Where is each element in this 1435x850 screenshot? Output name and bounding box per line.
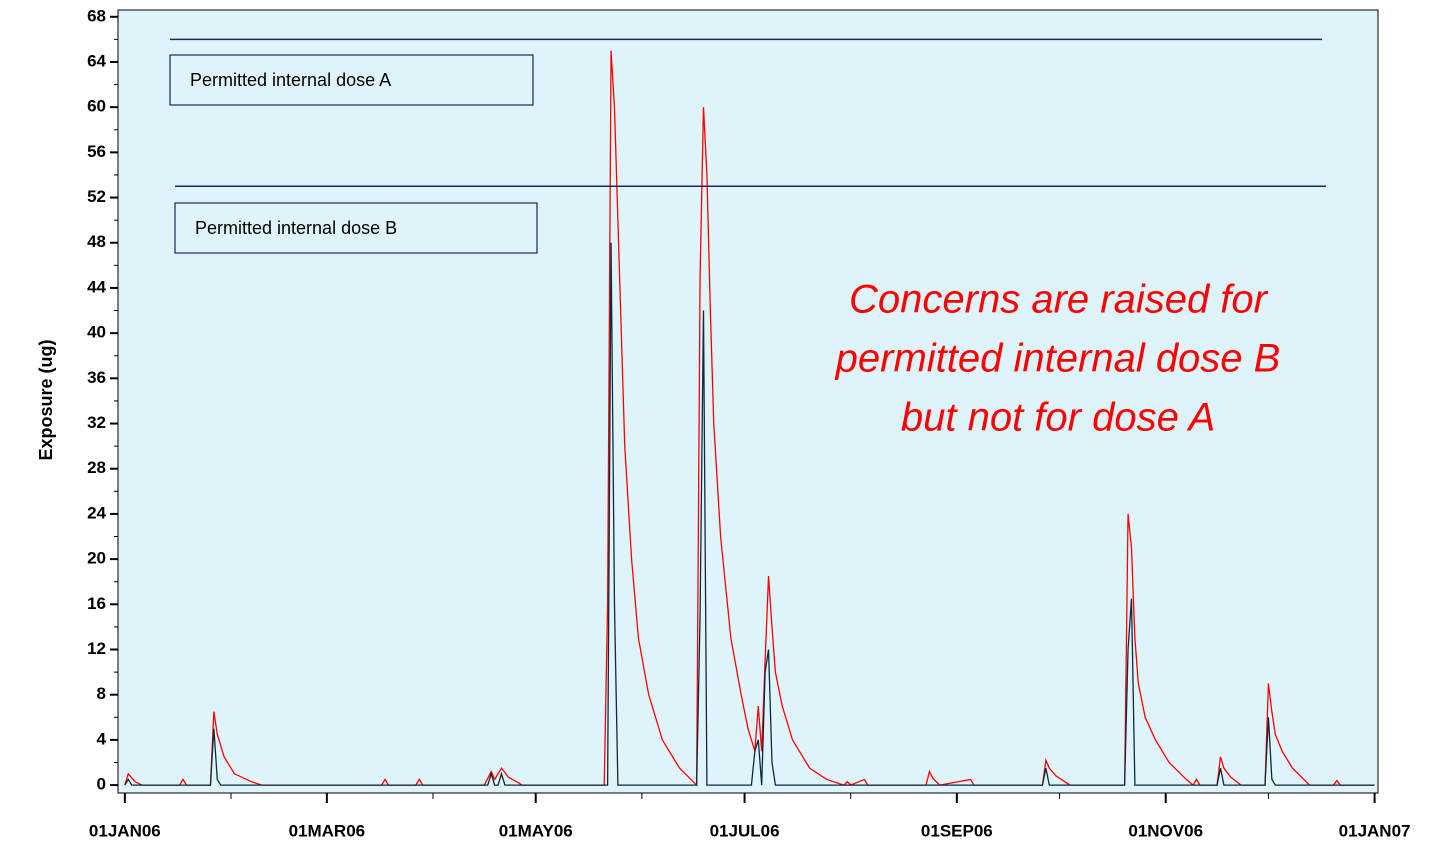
y-tick-label: 12	[87, 639, 106, 658]
annotation: permitted internal dose B	[835, 337, 1281, 381]
annotation: Concerns are raised for	[849, 278, 1269, 322]
series-line	[124, 242, 1375, 786]
series-line	[124, 50, 1375, 787]
x-tick-label: 01MAR06	[289, 821, 366, 840]
y-tick-label: 40	[87, 323, 106, 342]
x-tick-label: 01SEP06	[921, 821, 993, 840]
y-tick-label: 68	[87, 6, 106, 25]
y-tick-label: 44	[87, 277, 106, 296]
y-tick-label: 48	[87, 232, 106, 251]
y-tick-label: 64	[87, 51, 106, 70]
label-box	[174, 202, 538, 254]
y-tick-label: 36	[87, 368, 106, 387]
y-tick-label: 4	[97, 729, 107, 748]
y-tick-label: 16	[87, 594, 106, 613]
x-tick-label: 01JAN06	[89, 821, 161, 840]
x-tick-label: 01JUL06	[710, 821, 780, 840]
y-tick-label: 28	[87, 458, 106, 477]
y-tick-label: 24	[87, 503, 106, 522]
y-tick-label: 52	[87, 187, 106, 206]
y-axis-title: Exposure (ug)	[36, 339, 56, 460]
x-tick-label: 01JAN07	[1339, 821, 1411, 840]
y-tick-label: 8	[97, 684, 106, 703]
x-tick-label: 01MAY06	[499, 821, 573, 840]
y-tick-label: 0	[97, 775, 106, 794]
label-box	[169, 54, 534, 106]
y-tick-label: 60	[87, 97, 106, 116]
reference-label: Permitted internal dose B	[195, 218, 397, 238]
annotation: but not for dose A	[901, 396, 1215, 440]
reference-label: Permitted internal dose A	[190, 70, 391, 90]
x-tick-label: 01NOV06	[1128, 821, 1203, 840]
y-tick-label: 32	[87, 413, 106, 432]
y-tick-label: 56	[87, 142, 106, 161]
y-tick-label: 20	[87, 549, 106, 568]
plot-area	[117, 9, 1379, 794]
